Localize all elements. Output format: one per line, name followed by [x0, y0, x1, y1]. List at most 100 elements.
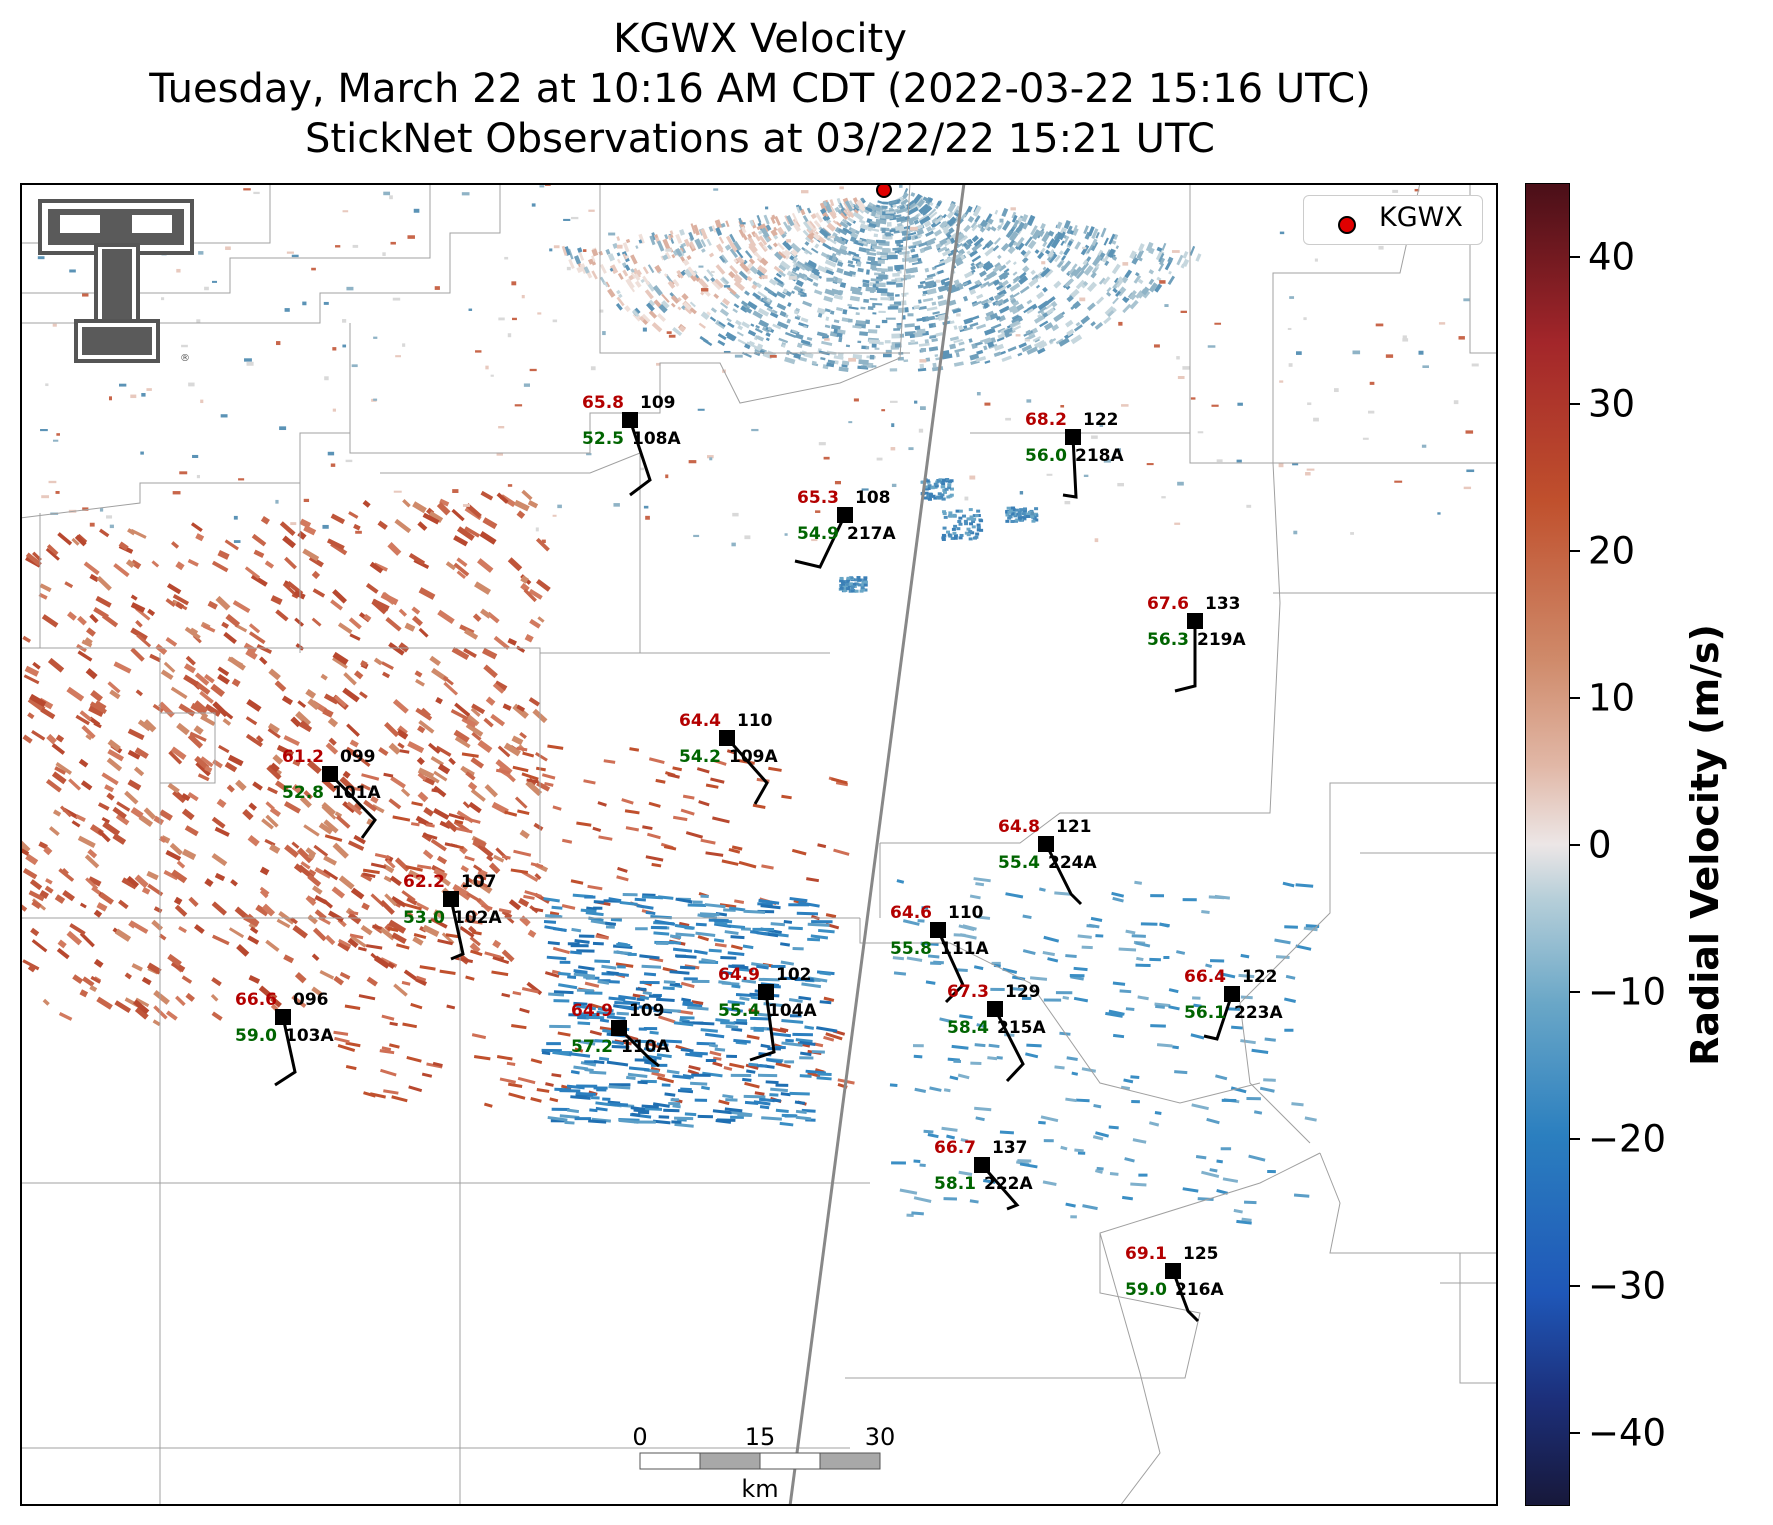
radar-gate — [966, 205, 973, 213]
radar-gate — [788, 926, 803, 931]
radar-gate — [330, 463, 336, 467]
radar-gate — [48, 826, 60, 837]
radar-gate — [807, 922, 830, 927]
radar-gate — [673, 1116, 694, 1121]
radar-gate — [757, 1073, 778, 1078]
colorbar-tick — [1570, 843, 1580, 846]
radar-gate — [958, 522, 963, 526]
radar-gate — [669, 230, 674, 235]
radar-gate — [996, 1055, 1003, 1060]
radar-gate — [566, 1108, 580, 1114]
radar-gate — [325, 742, 339, 755]
radar-gate — [349, 933, 364, 940]
radar-gate — [415, 977, 428, 987]
radar-gate — [822, 200, 828, 207]
radar-gate — [853, 239, 865, 247]
radar-gate — [990, 987, 1005, 991]
radar-gate — [983, 1179, 996, 1184]
radar-gate — [1263, 1078, 1276, 1082]
radar-gate — [22, 734, 33, 744]
radar-gate — [1237, 402, 1243, 406]
radar-gate — [1047, 230, 1055, 237]
radar-gate — [422, 512, 440, 525]
radar-gate — [380, 1068, 397, 1077]
radar-gate — [969, 322, 979, 328]
radar-gate — [1094, 538, 1099, 543]
radar-gate — [841, 360, 850, 366]
radar-gate — [737, 324, 744, 331]
radar-gate — [975, 532, 980, 536]
radar-gate — [1124, 297, 1130, 304]
radar-gate — [909, 334, 915, 339]
radar-gate — [688, 231, 695, 241]
radar-gate — [492, 956, 510, 965]
radar-gate — [602, 1097, 611, 1101]
radar-gate — [408, 552, 426, 566]
radar-gate — [79, 902, 87, 909]
radar-gate — [411, 615, 423, 627]
radar-gate — [261, 903, 276, 917]
radar-gate — [1174, 522, 1181, 525]
radar-gate — [783, 919, 793, 924]
radar-gate — [748, 258, 756, 265]
radar-gate — [772, 1098, 782, 1103]
station-temperature: 69.1 — [1125, 1244, 1167, 1264]
radar-gate — [1022, 516, 1027, 520]
station-marker — [837, 507, 853, 523]
radar-gate — [1216, 1159, 1223, 1164]
radar-gate — [511, 735, 524, 746]
radar-gate — [720, 955, 737, 960]
radar-gate — [248, 631, 266, 645]
county-boundaries — [20, 183, 1498, 1506]
radar-gate — [662, 986, 675, 991]
radar-gate — [765, 337, 770, 342]
radar-gate — [647, 264, 655, 274]
radar-gate — [1022, 222, 1029, 230]
radar-gate — [583, 249, 587, 252]
radar-gate — [1465, 430, 1474, 434]
radar-gate — [679, 229, 685, 236]
station-temperature: 68.2 — [1025, 410, 1067, 430]
radar-gate — [849, 576, 854, 580]
radar-gate — [694, 238, 704, 250]
radar-gate — [394, 518, 412, 534]
radar-gate — [927, 497, 932, 501]
radar-gate — [383, 191, 391, 196]
radar-gate — [204, 765, 213, 773]
radar-gate — [794, 333, 804, 340]
radar-gate — [676, 270, 684, 279]
radar-gate — [842, 227, 853, 236]
radar-gate — [926, 288, 937, 295]
radar-gate — [953, 338, 963, 344]
radar-gate — [1225, 1007, 1241, 1011]
radar-gate — [624, 264, 631, 271]
radar-gate — [643, 972, 657, 977]
radar-gate — [1314, 258, 1318, 262]
radar-gate — [214, 872, 226, 882]
radar-gate — [733, 1038, 751, 1044]
radar-gate — [642, 825, 653, 831]
radar-gate — [751, 283, 758, 290]
radar-gate — [1015, 334, 1021, 337]
radar-gate — [517, 1076, 536, 1085]
radar-gate — [1154, 1002, 1171, 1008]
radar-gate — [97, 802, 110, 811]
radar-gate — [693, 534, 700, 538]
radar-gate — [1023, 507, 1028, 511]
radar-gate — [388, 919, 407, 934]
radar-gate — [652, 1119, 671, 1125]
radar-gate — [1305, 472, 1311, 476]
radar-gate — [887, 292, 894, 297]
radar-gate — [718, 236, 725, 244]
radar-gate — [617, 965, 626, 969]
radar-gate — [955, 209, 960, 214]
radar-gate — [159, 809, 173, 821]
radar-gate — [848, 582, 853, 586]
radar-gate — [682, 259, 690, 267]
radar-gate — [214, 826, 230, 837]
radar-gate — [863, 578, 868, 582]
radar-gate — [559, 1114, 580, 1119]
radar-gate — [539, 185, 545, 188]
radar-gate — [625, 278, 635, 290]
